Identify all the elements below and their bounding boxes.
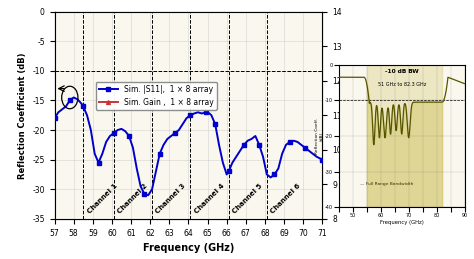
Text: Channel 6: Channel 6 [270, 182, 302, 214]
Sim. Gain ,  1 × 8 array [247, 62, 253, 65]
Sim. |S11|,  1 × 8 array [287, 140, 292, 143]
Sim. Gain ,  1 × 8 array [138, 50, 144, 53]
Sim. Gain ,  1 × 8 array [287, 86, 292, 89]
Sim. Gain ,  1 × 8 array [190, 34, 195, 37]
Sim. Gain ,  1 × 8 array [109, 45, 115, 48]
Sim. Gain ,  1 × 8 array [224, 48, 229, 51]
Sim. Gain ,  1 × 8 array [304, 93, 310, 96]
Sim. Gain ,  1 × 8 array [172, 34, 178, 37]
Sim. |S11|,  1 × 8 array [149, 188, 155, 191]
Sim. Gain ,  1 × 8 array [98, 50, 103, 53]
Sim. Gain ,  1 × 8 array [316, 96, 321, 99]
Sim. Gain ,  1 × 8 array [281, 83, 287, 86]
Sim. Gain ,  1 × 8 array [57, 50, 63, 53]
Sim. Gain ,  1 × 8 array [218, 46, 224, 49]
Sim. |S11|,  1 × 8 array [71, 96, 76, 99]
Text: Channel 1: Channel 1 [86, 182, 118, 214]
Text: Channel 5: Channel 5 [231, 182, 264, 214]
Sim. Gain ,  1 × 8 array [52, 55, 57, 58]
Line: Sim. Gain ,  1 × 8 array: Sim. Gain , 1 × 8 array [53, 32, 324, 100]
Sim. Gain ,  1 × 8 array [270, 76, 275, 79]
Sim. |S11|,  1 × 8 array [195, 111, 201, 114]
Sim. Gain ,  1 × 8 array [166, 36, 172, 39]
Sim. Gain ,  1 × 8 array [201, 41, 207, 44]
X-axis label: Frequency (GHz): Frequency (GHz) [380, 220, 424, 225]
Sim. Gain ,  1 × 8 array [299, 90, 304, 93]
X-axis label: Frequency (GHz): Frequency (GHz) [143, 243, 234, 253]
Sim. Gain ,  1 × 8 array [126, 48, 132, 51]
Sim. |S11|,  1 × 8 array [279, 152, 285, 155]
Sim. Gain ,  1 × 8 array [74, 39, 80, 42]
Y-axis label: Reflection Coeff.
(dB): Reflection Coeff. (dB) [315, 118, 323, 154]
Sim. |S11|,  1 × 8 array [319, 158, 325, 161]
Sim. |S11|,  1 × 8 array [299, 143, 304, 146]
Sim. Gain ,  1 × 8 array [212, 45, 218, 48]
Sim. |S11|,  1 × 8 array [146, 194, 151, 197]
Sim. Gain ,  1 × 8 array [92, 52, 98, 55]
Sim. Gain ,  1 × 8 array [207, 45, 212, 48]
Y-axis label: Simulated Gain (dBi): Simulated Gain (dBi) [347, 66, 356, 164]
Sim. Gain ,  1 × 8 array [258, 67, 264, 70]
Sim. Gain ,  1 × 8 array [235, 53, 241, 56]
Sim. Gain ,  1 × 8 array [178, 33, 183, 36]
Sim. Gain ,  1 × 8 array [241, 59, 247, 62]
Sim. |S11|,  1 × 8 array [115, 128, 120, 132]
Sim. |S11|,  1 × 8 array [52, 117, 57, 120]
Sim. Gain ,  1 × 8 array [161, 38, 166, 41]
Sim. Gain ,  1 × 8 array [120, 45, 126, 48]
Text: Channel 4: Channel 4 [193, 182, 225, 214]
Sim. Gain ,  1 × 8 array [144, 48, 149, 51]
Sim. Gain ,  1 × 8 array [132, 52, 138, 55]
Sim. Gain ,  1 × 8 array [264, 72, 270, 75]
Text: Channel 3: Channel 3 [155, 182, 187, 214]
Text: — Full Range Bandwidth: — Full Range Bandwidth [360, 182, 413, 186]
Sim. Gain ,  1 × 8 array [229, 50, 235, 53]
Sim. Gain ,  1 × 8 array [81, 41, 86, 44]
Text: Channel 2: Channel 2 [117, 182, 149, 214]
Sim. Gain ,  1 × 8 array [103, 48, 109, 51]
Sim. Gain ,  1 × 8 array [69, 41, 74, 44]
Sim. Gain ,  1 × 8 array [115, 43, 120, 46]
Sim. Gain ,  1 × 8 array [275, 79, 281, 82]
Line: Sim. |S11|,  1 × 8 array: Sim. |S11|, 1 × 8 array [53, 96, 324, 197]
Sim. Gain ,  1 × 8 array [149, 45, 155, 48]
Y-axis label: Reflection Coefficient (dB): Reflection Coefficient (dB) [18, 52, 27, 178]
Text: 51 GHz to 82.3 GHz: 51 GHz to 82.3 GHz [377, 82, 426, 87]
Sim. Gain ,  1 × 8 array [195, 38, 201, 41]
Text: -10 dB BW: -10 dB BW [385, 69, 419, 74]
Sim. Gain ,  1 × 8 array [86, 46, 92, 49]
Sim. Gain ,  1 × 8 array [319, 64, 325, 67]
Sim. Gain ,  1 × 8 array [183, 33, 189, 36]
Sim. Gain ,  1 × 8 array [310, 95, 316, 98]
Sim. Gain ,  1 × 8 array [63, 45, 69, 48]
Sim. Gain ,  1 × 8 array [292, 88, 298, 91]
Legend: Sim. |S11|,  1 × 8 array, Sim. Gain ,  1 × 8 array: Sim. |S11|, 1 × 8 array, Sim. Gain , 1 ×… [96, 82, 217, 110]
Sim. Gain ,  1 × 8 array [253, 64, 258, 67]
Sim. Gain ,  1 × 8 array [155, 41, 161, 44]
